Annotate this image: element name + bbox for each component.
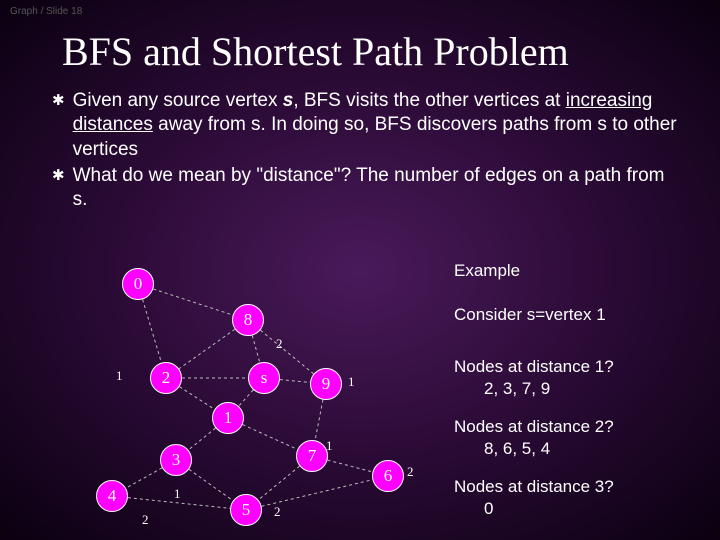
annotation-text: Nodes at distance 1? bbox=[454, 356, 614, 378]
graph-node-2: 2 bbox=[150, 362, 182, 394]
bullet-item: ✱ What do we mean by "distance"? The numb… bbox=[52, 164, 682, 213]
edge-weight-label: 1 bbox=[348, 374, 355, 390]
edge bbox=[143, 299, 162, 362]
annotation-text: 2, 3, 7, 9 bbox=[484, 378, 550, 400]
edge-weight-label: 2 bbox=[407, 464, 414, 480]
edge-weight-label: 2 bbox=[274, 504, 281, 520]
graph-node-s: s bbox=[248, 362, 280, 394]
edge-weight-label: 1 bbox=[174, 486, 181, 502]
edge bbox=[153, 289, 233, 315]
graph-node-0: 0 bbox=[122, 268, 154, 300]
edge bbox=[252, 335, 259, 362]
edge bbox=[126, 468, 162, 488]
annotation-text: 0 bbox=[484, 498, 493, 520]
edge-weight-label: 1 bbox=[116, 368, 123, 384]
page-title: BFS and Shortest Path Problem bbox=[0, 0, 720, 89]
edge bbox=[239, 390, 254, 406]
bullet-text: What do we mean by "distance"? The numbe… bbox=[73, 164, 682, 213]
edge bbox=[258, 466, 299, 500]
annotation-text: Example bbox=[454, 260, 520, 282]
edge bbox=[188, 428, 215, 450]
annotation-text: 8, 6, 5, 4 bbox=[484, 438, 550, 460]
bullet-list: ✱ Given any source vertex s, BFS visits t… bbox=[0, 89, 720, 213]
asterisk-icon: ✱ bbox=[52, 166, 65, 184]
edge bbox=[280, 380, 310, 383]
edge-weight-label: 2 bbox=[142, 512, 149, 528]
edge-weight-label: 1 bbox=[326, 438, 333, 454]
annotation-text: Nodes at distance 3? bbox=[454, 476, 614, 498]
edge-weight-label: 2 bbox=[276, 336, 283, 352]
graph-node-9: 9 bbox=[310, 368, 342, 400]
edge bbox=[327, 460, 372, 472]
edge bbox=[179, 329, 235, 369]
bullet-item: ✱ Given any source vertex s, BFS visits t… bbox=[52, 89, 682, 162]
graph-node-7: 7 bbox=[296, 440, 328, 472]
breadcrumb: Graph / Slide 18 bbox=[10, 6, 82, 17]
bullet-text: Given any source vertex s, BFS visits th… bbox=[73, 89, 682, 162]
edge bbox=[189, 469, 233, 500]
graph-node-6: 6 bbox=[372, 460, 404, 492]
graph-diagram: 0123456789s 21111222 ExampleConsider s=v… bbox=[0, 258, 720, 540]
edge bbox=[243, 425, 298, 450]
annotation-text: Nodes at distance 2? bbox=[454, 416, 614, 438]
edge bbox=[262, 480, 373, 507]
graph-node-8: 8 bbox=[232, 304, 264, 336]
graph-node-5: 5 bbox=[230, 494, 262, 526]
graph-node-4: 4 bbox=[96, 480, 128, 512]
annotation-text: Consider s=vertex 1 bbox=[454, 304, 606, 326]
edge bbox=[315, 400, 323, 441]
edge bbox=[179, 387, 214, 410]
graph-node-1: 1 bbox=[212, 402, 244, 434]
asterisk-icon: ✱ bbox=[52, 91, 65, 109]
graph-node-3: 3 bbox=[160, 444, 192, 476]
